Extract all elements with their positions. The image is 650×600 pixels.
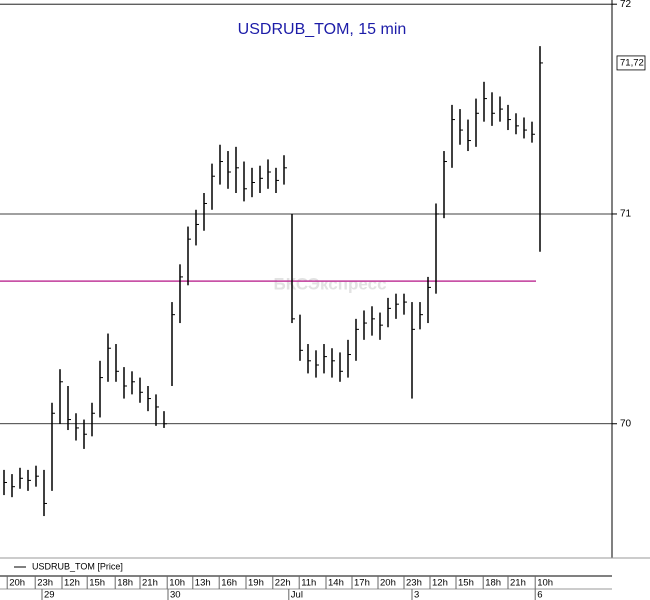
x-tick-label: 22h	[275, 578, 291, 589]
x-tick-label: 21h	[142, 578, 158, 589]
x-tick-label: 14h	[328, 578, 344, 589]
x-tick-label: 10h	[537, 578, 553, 589]
chart-title: USDRUB_TOM, 15 min	[238, 21, 407, 38]
date-tick-label: 3	[414, 590, 419, 600]
legend-label: USDRUB_TOM [Price]	[32, 561, 123, 571]
x-tick-label: 11h	[301, 578, 316, 589]
watermark: БКСЭкспресс	[273, 274, 386, 293]
last-price-label: 71,72	[620, 57, 644, 68]
x-tick-label: 13h	[195, 578, 211, 589]
x-tick-label: 12h	[64, 578, 80, 589]
x-tick-label: 23h	[37, 578, 53, 589]
x-tick-label: 19h	[248, 578, 264, 589]
y-tick-label: 72	[620, 0, 632, 10]
x-tick-label: 20h	[9, 578, 25, 589]
date-tick-label: 29	[44, 590, 55, 600]
x-tick-label: 18h	[485, 578, 501, 589]
x-tick-label: 12h	[432, 578, 448, 589]
last-price-box	[616, 55, 646, 71]
date-tick-label: 30	[170, 590, 181, 600]
x-tick-label: 17h	[354, 578, 370, 589]
x-tick-label: 20h	[380, 578, 396, 589]
y-tick-label: 71	[620, 209, 632, 220]
x-tick-label: 16h	[221, 578, 237, 589]
x-tick-label: 21h	[510, 578, 526, 589]
y-tick-label: 70	[620, 418, 632, 429]
x-tick-label: 10h	[169, 578, 185, 589]
x-tick-label: 23h	[406, 578, 422, 589]
date-tick-label: 6	[537, 590, 542, 600]
x-tick-label: 15h	[89, 578, 105, 589]
x-tick-label: 18h	[117, 578, 133, 589]
date-tick-label: Jul	[291, 590, 303, 600]
x-tick-label: 15h	[458, 578, 474, 589]
